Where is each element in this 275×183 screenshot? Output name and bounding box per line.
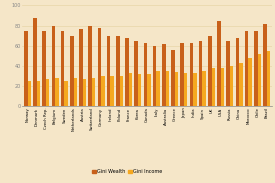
Bar [166,71,169,106]
Bar [28,81,31,106]
Bar [52,26,55,106]
Bar [144,43,147,106]
Bar [138,74,141,106]
Bar [92,78,95,106]
Bar [245,31,248,106]
Bar [98,28,101,106]
Bar [180,43,184,106]
Bar [202,71,206,106]
Bar [175,72,178,106]
Bar [61,31,64,106]
Bar [110,76,114,106]
Bar [125,38,129,106]
Bar [263,24,267,106]
Bar [236,38,239,106]
Bar [37,81,40,106]
Bar [107,36,110,106]
Bar [217,21,221,106]
Bar [134,41,138,106]
Bar [230,66,233,106]
Bar [89,26,92,106]
Bar [153,46,156,106]
Bar [257,54,261,106]
Bar [267,51,270,106]
Bar [101,76,104,106]
Bar [199,41,202,106]
Bar [33,18,37,106]
Bar [73,78,77,106]
Bar [184,73,188,106]
Bar [129,73,132,106]
Bar [190,43,193,106]
Bar [24,31,28,106]
Bar [116,36,120,106]
Bar [46,79,50,106]
Bar [79,29,83,106]
Bar [55,78,59,106]
Bar [147,74,151,106]
Bar [221,68,224,106]
Bar [42,31,46,106]
Bar [193,73,197,106]
Bar [171,50,175,106]
Bar [83,79,86,106]
Legend: Gini Wealth, Gini Income: Gini Wealth, Gini Income [90,167,164,176]
Bar [211,68,215,106]
Bar [239,63,243,106]
Bar [120,76,123,106]
Bar [156,71,160,106]
Bar [70,36,73,106]
Bar [208,36,211,106]
Bar [248,58,252,106]
Bar [226,41,230,106]
Bar [162,44,166,106]
Bar [254,31,257,106]
Bar [64,81,68,106]
